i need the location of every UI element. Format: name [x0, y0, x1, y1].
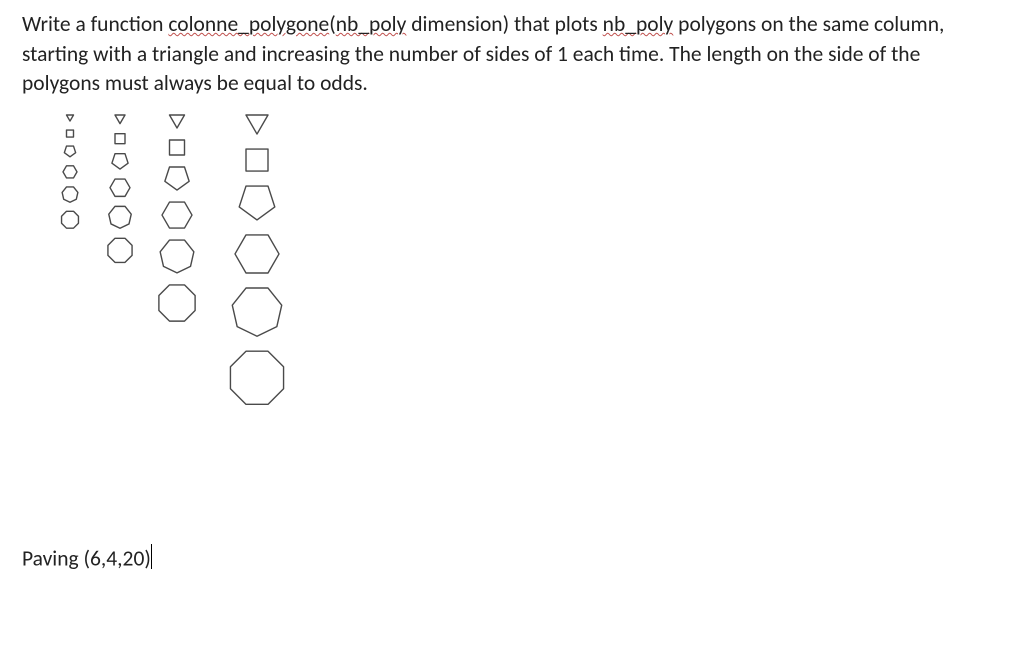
polygon-6gon — [110, 179, 130, 196]
arg-name: nb_poly — [336, 11, 407, 37]
text-segment: Write a function — [22, 11, 168, 37]
polygon-3gon — [170, 115, 185, 128]
polygon-8gon — [159, 285, 195, 321]
polygon-7gon — [109, 206, 131, 228]
polygon-6gon — [63, 166, 77, 178]
polygon-3gon — [246, 115, 268, 134]
polygon-5gon — [64, 146, 75, 157]
polygon-7gon — [232, 288, 281, 336]
polygon-8gon — [62, 211, 79, 228]
caption: Paving (6,4,20) — [22, 541, 1002, 574]
polygon-7gon — [160, 240, 194, 273]
polygon-4gon — [67, 130, 74, 137]
polygon-3gon — [67, 115, 74, 121]
page: Write a function colonne_polygone(nb_pol… — [0, 0, 1024, 656]
polygon-figure — [22, 109, 782, 539]
polygon-5gon — [239, 186, 275, 220]
caption-text: Paving (6,4,20) — [22, 546, 151, 572]
polygon-6gon — [235, 235, 279, 273]
text-cursor — [151, 544, 152, 569]
polygon-4gon — [246, 149, 268, 171]
polygon-svg — [22, 109, 782, 539]
polygon-5gon — [165, 167, 189, 190]
function-name: colonne_polygone — [168, 11, 329, 37]
arg-name: nb_poly — [603, 11, 674, 37]
polygon-8gon — [230, 351, 283, 404]
text-segment: dimension) that plots — [406, 11, 602, 37]
polygon-4gon — [115, 134, 125, 144]
polygon-6gon — [162, 202, 192, 228]
polygon-4gon — [170, 140, 185, 155]
polygon-8gon — [108, 238, 132, 262]
polygon-7gon — [62, 187, 78, 202]
instruction-paragraph: Write a function colonne_polygone(nb_pol… — [22, 10, 1002, 99]
polygon-5gon — [112, 154, 128, 169]
polygon-3gon — [115, 115, 125, 124]
